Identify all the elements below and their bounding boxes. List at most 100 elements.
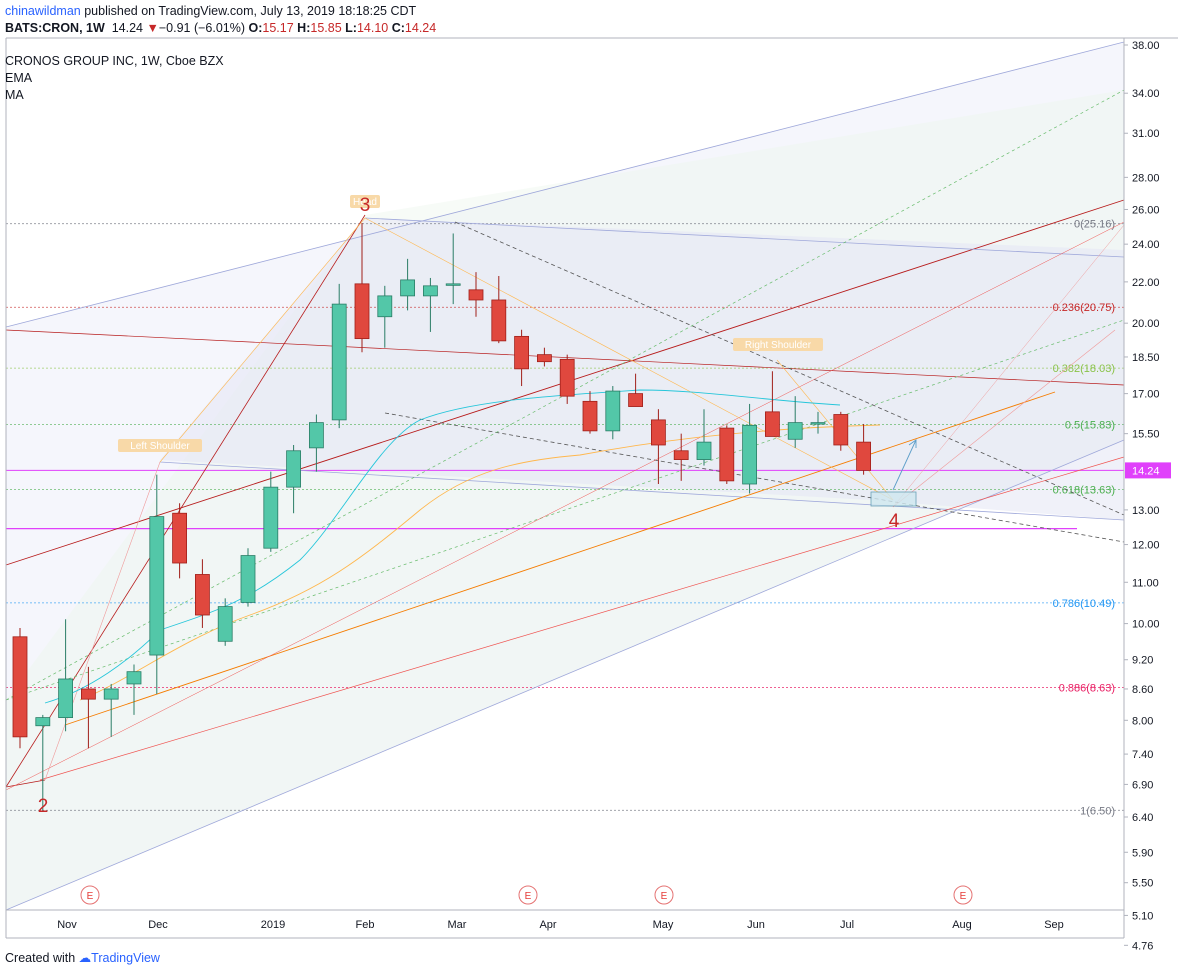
candle-body [35,717,51,727]
fib-levels: 0(25.16) 0.236(20.75) 0.382(18.03) 0.5(15.8… [6,219,1124,817]
schiff-lower [159,461,1125,521]
ohlc-o-label: O: [248,21,263,35]
pink-fan-4 [892,224,1125,508]
fib-label: 0.5(15.83) [1065,420,1115,432]
schiff-upper [364,217,1125,258]
fib-label: 1(6.50) [1080,805,1115,817]
left-shoulder-label: Left Shoulder [130,441,190,452]
fib-label: 0(25.16) [1074,219,1115,231]
candle-body [787,422,803,440]
candle-body [149,516,165,656]
candle-body [605,390,621,432]
footer-created: Created with [5,951,76,965]
x-tick-label: Sep [1044,919,1064,931]
dotted-down-2 [384,412,1125,543]
candles [12,223,871,811]
publish-line: chinawildman published on TradingView.co… [5,4,416,18]
fib-label: 0.786(10.49) [1053,598,1115,610]
candle-body [491,299,507,342]
author-link[interactable]: chinawildman [5,4,81,18]
candle-body [58,678,73,718]
wave-2-label: 2 [38,796,49,817]
candle-body [400,279,416,297]
orange-trend [64,391,1056,726]
candle-body [719,427,735,482]
y-tick-label: 34.00 [1132,88,1160,100]
chart-legend: CRONOS GROUP INC, 1W, Cboe BZX EMA MA [5,53,224,104]
candle-body [81,688,96,700]
y-tick-label: 20.00 [1132,318,1160,330]
x-tick-label: Aug [952,919,972,931]
right-shoulder-label-bg [733,338,823,351]
x-tick-label: 2019 [261,919,285,931]
y-tick-label: 38.00 [1132,40,1160,52]
x-tick-label: May [653,919,674,931]
head-label-bg [350,195,380,208]
y-tick-label: 10.00 [1132,619,1160,631]
y-tick-label: 12.00 [1132,540,1160,552]
candle-body [308,422,324,449]
projection-arrow [892,439,917,491]
head-label: Head [353,197,377,208]
candle-body [810,422,826,425]
dotted-green-2 [5,319,1125,701]
candle-body [696,441,712,460]
candle-body [263,486,279,549]
candle-body [377,295,393,318]
y-tick-label: 28.00 [1132,172,1160,184]
candle-body [537,354,552,363]
candle-body [765,411,780,437]
fib-label: 0.618(13.63) [1053,484,1115,496]
ohlc-l: 14.10 [356,21,389,35]
y-tick-label: 8.60 [1132,684,1153,696]
footer-brand[interactable]: TradingView [91,951,160,965]
y-tick-label: 5.50 [1132,878,1153,890]
x-tick-label: Feb [356,919,375,931]
fib-label: 0.236(20.75) [1053,302,1115,314]
candle-body [103,688,119,700]
dotted-down-1 [454,221,1125,516]
earnings-marker: E [960,891,967,902]
pink-fan-3 [892,329,1116,508]
pink-fan-2 [39,456,1125,781]
candle-body [582,400,598,432]
tradingview-logo-icon[interactable]: ☁ [78,951,92,965]
y-tick-label: 9.20 [1132,655,1153,667]
y-tick-label: 8.00 [1132,715,1153,727]
ohlc-o: 15.17 [262,21,294,35]
candle-body [286,450,302,488]
earnings-marker: E [525,891,532,902]
candle-body [217,606,233,642]
earnings-icon [953,885,973,905]
publish-text: published on TradingView.com, July 13, 2… [84,4,417,18]
legend-ma[interactable]: MA [5,88,24,102]
candle-body [856,441,871,471]
left-shoulder-label-bg [118,439,202,452]
candle-body [833,414,849,446]
x-tick-label: Mar [448,919,467,931]
candle-body [673,450,689,460]
x-tick-label: Dec [148,919,168,931]
candle-body [12,636,28,738]
wave-4-label: 4 [889,511,900,532]
candle-body [172,512,188,564]
candle-body [445,283,461,286]
wave-3-label: 3 [360,195,371,216]
y-tick-label: 15.50 [1132,429,1160,441]
candle-body [651,419,666,446]
ohlc-h-label: H: [297,21,311,35]
fib-label: 0.382(18.03) [1053,363,1115,375]
y-tick-label: 6.40 [1132,812,1153,824]
y-tick-label: 4.76 [1132,940,1153,952]
x-tick-label: Jul [840,919,854,931]
earnings-icon [80,885,100,905]
pitchfork-upper [5,41,1125,328]
wave-sub-2 [159,217,366,463]
earnings-icon [518,885,538,905]
legend-ema[interactable]: EMA [5,71,33,85]
ohlc-change: −0.91 (−6.01%) [158,21,246,35]
candle-body [331,303,347,421]
candle-body [514,335,529,370]
